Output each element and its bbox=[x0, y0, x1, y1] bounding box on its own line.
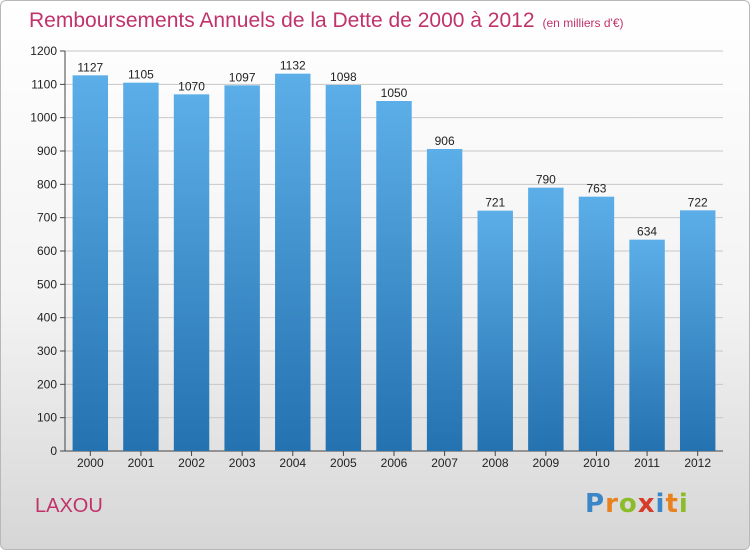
bar-2001 bbox=[123, 82, 159, 452]
y-tick-label: 1000 bbox=[30, 111, 57, 125]
y-tick-label: 1200 bbox=[30, 44, 57, 58]
logo-letter: o bbox=[618, 489, 638, 519]
x-tick-label: 2009 bbox=[532, 456, 559, 470]
x-tick-label: 2001 bbox=[128, 456, 155, 470]
y-tick-label: 200 bbox=[37, 377, 57, 391]
bar-2010 bbox=[578, 196, 615, 451]
proxiti-logo: Proxiti bbox=[585, 489, 689, 519]
value-label-2006: 1050 bbox=[381, 86, 408, 100]
chart-title: Remboursements Annuels de la Dette de 20… bbox=[29, 9, 624, 33]
y-tick-label: 100 bbox=[37, 411, 57, 425]
logo-letter: t bbox=[665, 489, 679, 519]
y-tick-label: 400 bbox=[37, 311, 57, 325]
y-tick-label: 500 bbox=[37, 277, 57, 291]
y-tick-label: 700 bbox=[37, 211, 57, 225]
y-tick-label: 0 bbox=[50, 444, 57, 458]
value-label-2007: 906 bbox=[435, 134, 455, 148]
value-label-2002: 1070 bbox=[178, 79, 205, 93]
value-label-2004: 1132 bbox=[280, 59, 306, 73]
x-tick-label: 2002 bbox=[178, 456, 205, 470]
value-label-2011: 634 bbox=[637, 225, 657, 239]
logo-letter: P bbox=[585, 489, 606, 519]
x-tick-label: 2007 bbox=[431, 456, 458, 470]
logo-letter: x bbox=[637, 489, 656, 519]
labels: 0 100 200 300 400 500 600 700 800 900 1000 1100 1200… bbox=[30, 44, 711, 470]
bar-2009 bbox=[528, 187, 564, 451]
chart-unit: (en milliers d'€) bbox=[542, 16, 624, 30]
chart-title-text: Remboursements Annuels de la Dette de 20… bbox=[29, 9, 535, 32]
y-tick-label: 600 bbox=[37, 244, 57, 258]
x-tick-label: 2003 bbox=[229, 456, 256, 470]
bar-2005 bbox=[325, 85, 362, 451]
x-tick-label: 2008 bbox=[482, 456, 509, 470]
value-label-2000: 1127 bbox=[77, 60, 103, 74]
value-label-2009: 790 bbox=[536, 173, 556, 187]
value-label-2008: 721 bbox=[485, 196, 505, 210]
x-tick-label: 2004 bbox=[279, 456, 306, 470]
x-tick-label: 2006 bbox=[381, 456, 408, 470]
logo-letter: r bbox=[605, 489, 619, 519]
bar-chart: 0 100 200 300 400 500 600 700 800 900 1000 1100 1200… bbox=[30, 44, 723, 470]
x-tick-label: 2012 bbox=[684, 456, 711, 470]
x-tick-label: 2000 bbox=[77, 456, 104, 470]
y-tick-label: 1100 bbox=[31, 77, 57, 91]
bar-2002 bbox=[173, 94, 210, 451]
y-tick-label: 300 bbox=[37, 344, 57, 358]
value-label-2003: 1097 bbox=[229, 70, 256, 84]
bar-2011 bbox=[629, 239, 665, 451]
bar-2006 bbox=[376, 101, 412, 451]
value-label-2005: 1098 bbox=[330, 70, 357, 84]
y-tick-label: 800 bbox=[37, 177, 57, 191]
bar-2012 bbox=[679, 210, 716, 451]
bar-2000 bbox=[72, 75, 109, 451]
logo-letter: i bbox=[655, 489, 666, 519]
value-label-2010: 763 bbox=[586, 182, 606, 196]
y-tick-label: 900 bbox=[37, 144, 57, 158]
bar-2003 bbox=[224, 85, 260, 451]
bar-2008 bbox=[477, 210, 513, 451]
x-tick-label: 2005 bbox=[330, 456, 357, 470]
value-label-2001: 1105 bbox=[128, 68, 154, 82]
x-tick-label: 2010 bbox=[583, 456, 610, 470]
x-tick-label: 2011 bbox=[634, 456, 660, 470]
logo-letter: i bbox=[678, 489, 689, 519]
bar-2007 bbox=[426, 149, 463, 451]
bar-2004 bbox=[275, 73, 311, 452]
value-label-2012: 722 bbox=[688, 195, 708, 209]
city-name: LAXOU bbox=[35, 495, 103, 517]
bars bbox=[72, 73, 716, 452]
